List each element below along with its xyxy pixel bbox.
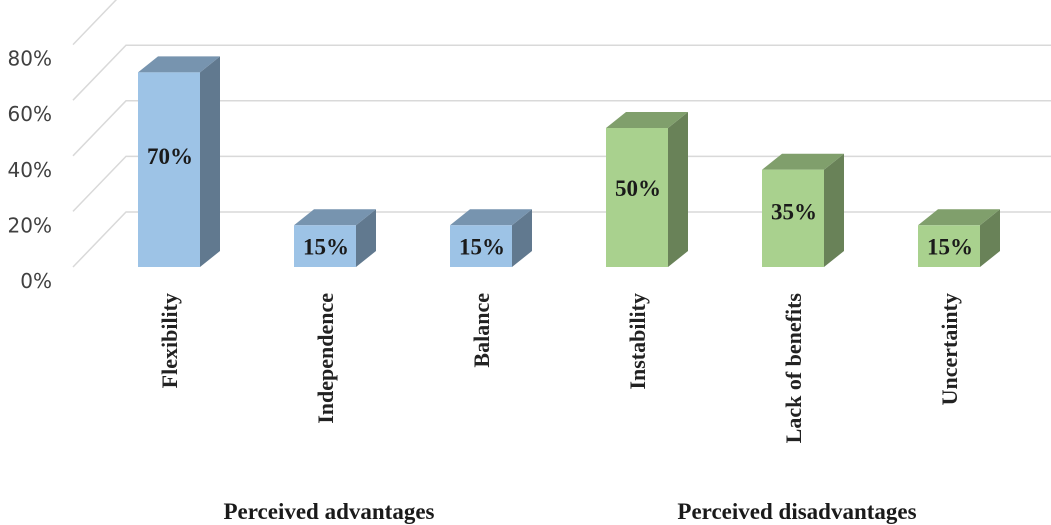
bar-top <box>762 153 844 170</box>
category-labels: Flexibility Independence Balance Instabilit… <box>157 293 962 444</box>
bar-side <box>824 153 844 267</box>
bar-front <box>606 128 668 267</box>
group-labels: Perceived advantages Perceived disadvanta… <box>223 499 916 524</box>
data-label: 50% <box>615 176 661 201</box>
bar-balance <box>450 209 532 267</box>
category-label: Instability <box>625 293 650 390</box>
y-tick-label: 0% <box>20 269 52 293</box>
bar-front <box>294 225 356 267</box>
gridline-0 <box>72 211 1051 268</box>
data-label: 15% <box>927 234 973 259</box>
y-axis-ticks: 0% 20% 40% 60% 80% <box>8 47 52 293</box>
bar-top <box>606 112 688 128</box>
bar-front <box>762 169 824 267</box>
y-tick-label: 80% <box>8 47 52 71</box>
bar-independence <box>294 209 376 267</box>
bar-top <box>294 209 376 226</box>
bar-side <box>512 209 532 267</box>
bar-top <box>138 56 220 73</box>
bar-side <box>356 209 376 267</box>
bar-front <box>450 225 512 267</box>
bar-side <box>200 56 220 268</box>
bar-uncertainty <box>918 209 1000 267</box>
category-label: Flexibility <box>157 293 182 388</box>
bar-side <box>980 209 1000 267</box>
y-tick-label: 20% <box>8 213 52 237</box>
bar-front <box>918 225 980 267</box>
gridlines <box>72 0 1051 268</box>
category-label: Lack of benefits <box>781 293 806 444</box>
bar-flexibility <box>138 56 220 268</box>
category-label: Independence <box>313 293 338 424</box>
y-tick-label: 60% <box>8 102 52 126</box>
bar-top <box>918 209 1000 226</box>
gridline-4 <box>72 0 118 46</box>
bars <box>138 56 1000 268</box>
bar-lack-of-benefits <box>762 153 844 267</box>
data-labels: 70% 15% 15% 50% 35% 15% <box>147 144 973 259</box>
data-label: 35% <box>771 200 817 225</box>
gridline-3 <box>72 44 1051 101</box>
gridline-1 <box>72 155 1051 212</box>
data-label: 70% <box>147 144 193 169</box>
y-tick-label: 40% <box>8 158 52 182</box>
group-label: Perceived advantages <box>223 499 434 524</box>
category-label: Uncertainty <box>937 293 962 405</box>
bar-side <box>668 112 688 267</box>
data-label: 15% <box>459 234 505 259</box>
gridline-2 <box>72 100 1051 157</box>
bar-instability <box>606 112 688 267</box>
bar-front <box>138 72 200 268</box>
category-label: Balance <box>469 293 494 368</box>
data-label: 15% <box>303 234 349 259</box>
group-label: Perceived disadvantages <box>677 499 916 524</box>
bar-top <box>450 209 532 226</box>
